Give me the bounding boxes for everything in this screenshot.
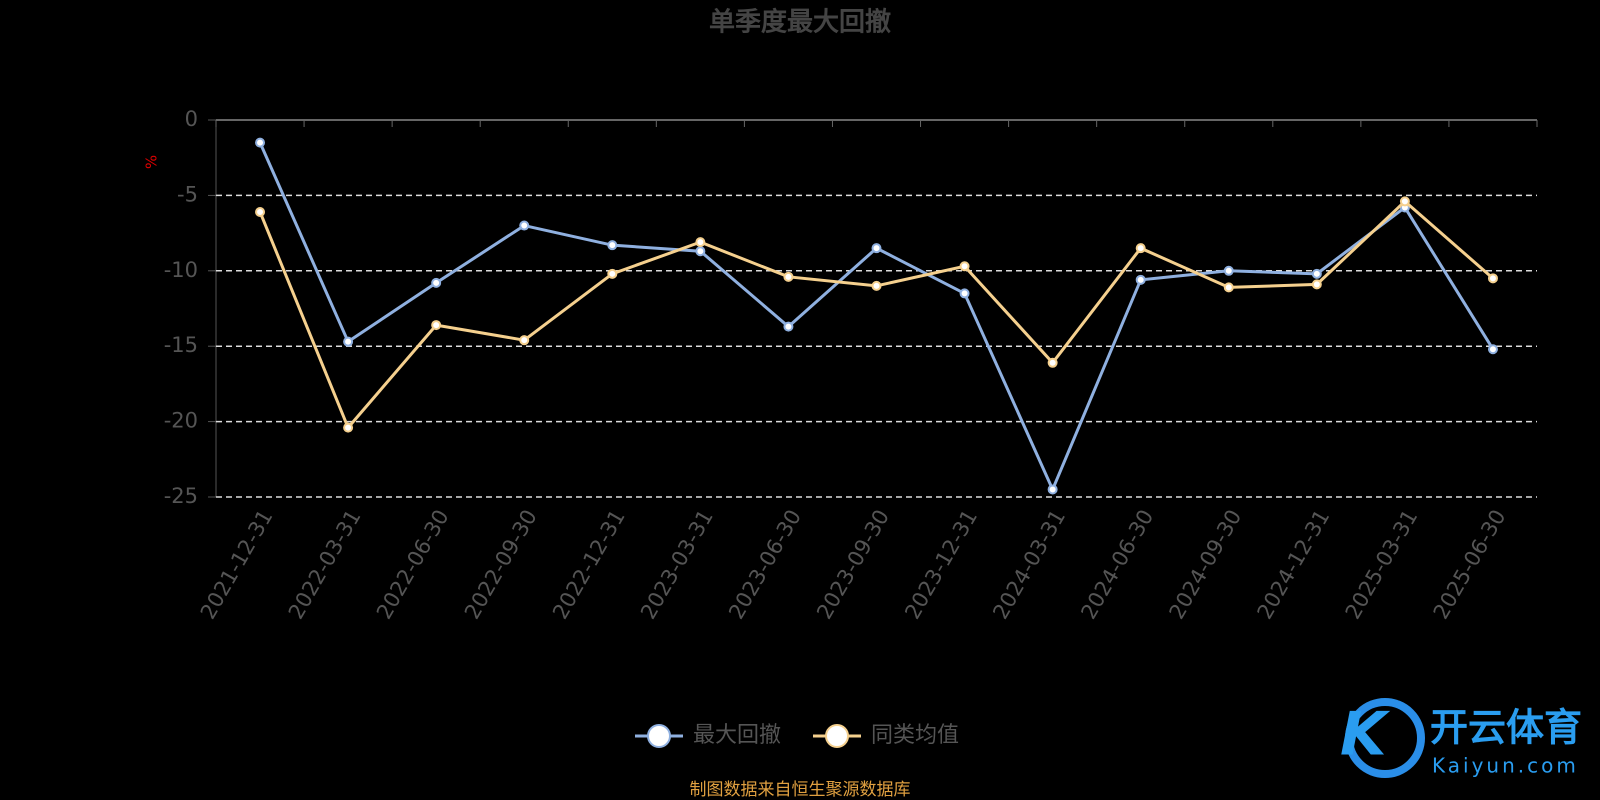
- point: [1135, 274, 1146, 285]
- legend-marker: [647, 724, 671, 748]
- point: [1311, 268, 1322, 279]
- point: [959, 261, 970, 272]
- point: [959, 288, 970, 299]
- point: [1223, 282, 1234, 293]
- point: [255, 206, 266, 217]
- point: [431, 320, 442, 331]
- point: [695, 237, 706, 248]
- point: [871, 243, 882, 254]
- point: [1223, 265, 1234, 276]
- y-tick-label: -15: [164, 333, 198, 357]
- y-axis-label: %: [143, 155, 161, 169]
- chart-title: 单季度最大回撤: [709, 7, 891, 38]
- logo-name: 开云体育: [1430, 706, 1582, 750]
- point: [343, 336, 354, 347]
- point: [783, 321, 794, 332]
- point: [607, 268, 618, 279]
- y-tick-label: 0: [185, 107, 198, 131]
- point: [1311, 279, 1322, 290]
- point: [1135, 243, 1146, 254]
- logo-k: K: [1340, 700, 1391, 770]
- point: [783, 271, 794, 282]
- point: [1047, 357, 1058, 368]
- legend-label: 最大回撤: [693, 723, 781, 748]
- y-tick-label: -10: [164, 258, 198, 282]
- y-tick-label: -25: [164, 484, 198, 508]
- source-note: 制图数据来自恒生聚源数据库: [690, 780, 911, 800]
- point: [1487, 344, 1498, 355]
- point: [343, 422, 354, 433]
- point: [607, 240, 618, 251]
- point: [431, 277, 442, 288]
- point: [1399, 196, 1410, 207]
- y-tick-label: -5: [177, 182, 198, 206]
- y-tick-label: -20: [164, 409, 198, 433]
- point: [1047, 484, 1058, 495]
- logo-icon: [1345, 698, 1425, 778]
- point: [255, 137, 266, 148]
- legend-label: 同类均值: [871, 723, 959, 748]
- point: [695, 246, 706, 257]
- point: [519, 335, 530, 346]
- logo: K 开云体育 Kaiyun.com: [1340, 698, 1582, 778]
- logo-domain: Kaiyun.com: [1432, 754, 1579, 778]
- point: [519, 220, 530, 231]
- point: [871, 280, 882, 291]
- legend-marker: [825, 724, 849, 748]
- point: [1487, 273, 1498, 284]
